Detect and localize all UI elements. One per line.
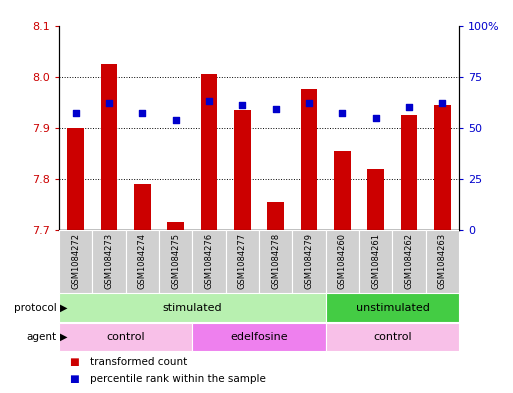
Bar	[326, 293, 459, 321]
Bar	[292, 230, 326, 293]
Text: agent: agent	[26, 332, 56, 342]
Text: GSM1084272: GSM1084272	[71, 233, 80, 289]
Bar	[359, 230, 392, 293]
Text: GSM1084262: GSM1084262	[405, 233, 413, 289]
Text: GSM1084278: GSM1084278	[271, 233, 280, 289]
Bar	[134, 184, 151, 230]
Point	[405, 104, 413, 110]
Point	[205, 98, 213, 104]
Bar	[92, 230, 126, 293]
Point	[338, 110, 346, 117]
Bar	[126, 230, 159, 293]
Text: GSM1084261: GSM1084261	[371, 233, 380, 289]
Text: transformed count: transformed count	[90, 357, 187, 367]
Text: unstimulated: unstimulated	[356, 303, 429, 312]
Bar	[426, 230, 459, 293]
Text: GSM1084263: GSM1084263	[438, 233, 447, 289]
Point	[438, 100, 446, 107]
Bar	[326, 230, 359, 293]
Bar	[59, 323, 192, 351]
Bar	[301, 90, 318, 230]
Bar	[392, 230, 426, 293]
Point	[171, 116, 180, 123]
Point	[138, 110, 147, 117]
Text: control: control	[373, 332, 412, 342]
Text: GSM1084279: GSM1084279	[305, 233, 313, 289]
Text: GSM1084260: GSM1084260	[338, 233, 347, 289]
Text: percentile rank within the sample: percentile rank within the sample	[90, 374, 266, 384]
Point	[71, 110, 80, 117]
Bar	[67, 128, 84, 230]
Text: control: control	[106, 332, 145, 342]
Bar	[192, 230, 226, 293]
Point	[105, 100, 113, 107]
Text: GSM1084276: GSM1084276	[205, 233, 213, 289]
Bar	[226, 230, 259, 293]
Text: ■: ■	[69, 357, 79, 367]
Text: ■: ■	[69, 374, 79, 384]
Text: ▶: ▶	[60, 303, 68, 312]
Text: GSM1084273: GSM1084273	[105, 233, 113, 289]
Bar	[59, 230, 92, 293]
Bar	[167, 222, 184, 230]
Bar	[267, 202, 284, 230]
Text: edelfosine: edelfosine	[230, 332, 288, 342]
Point	[305, 100, 313, 107]
Bar	[259, 230, 292, 293]
Text: GSM1084274: GSM1084274	[138, 233, 147, 289]
Text: protocol: protocol	[14, 303, 56, 312]
Point	[371, 114, 380, 121]
Point	[238, 102, 246, 108]
Bar	[326, 323, 459, 351]
Bar	[367, 169, 384, 230]
Bar	[192, 323, 326, 351]
Bar	[159, 230, 192, 293]
Bar	[434, 105, 451, 230]
Text: stimulated: stimulated	[163, 303, 222, 312]
Bar	[234, 110, 251, 230]
Bar	[401, 115, 418, 230]
Text: GSM1084275: GSM1084275	[171, 233, 180, 289]
Bar	[201, 74, 218, 230]
Bar	[59, 293, 326, 321]
Point	[271, 106, 280, 112]
Text: ▶: ▶	[60, 332, 68, 342]
Bar	[101, 64, 117, 230]
Text: GSM1084277: GSM1084277	[238, 233, 247, 289]
Bar	[334, 151, 351, 230]
